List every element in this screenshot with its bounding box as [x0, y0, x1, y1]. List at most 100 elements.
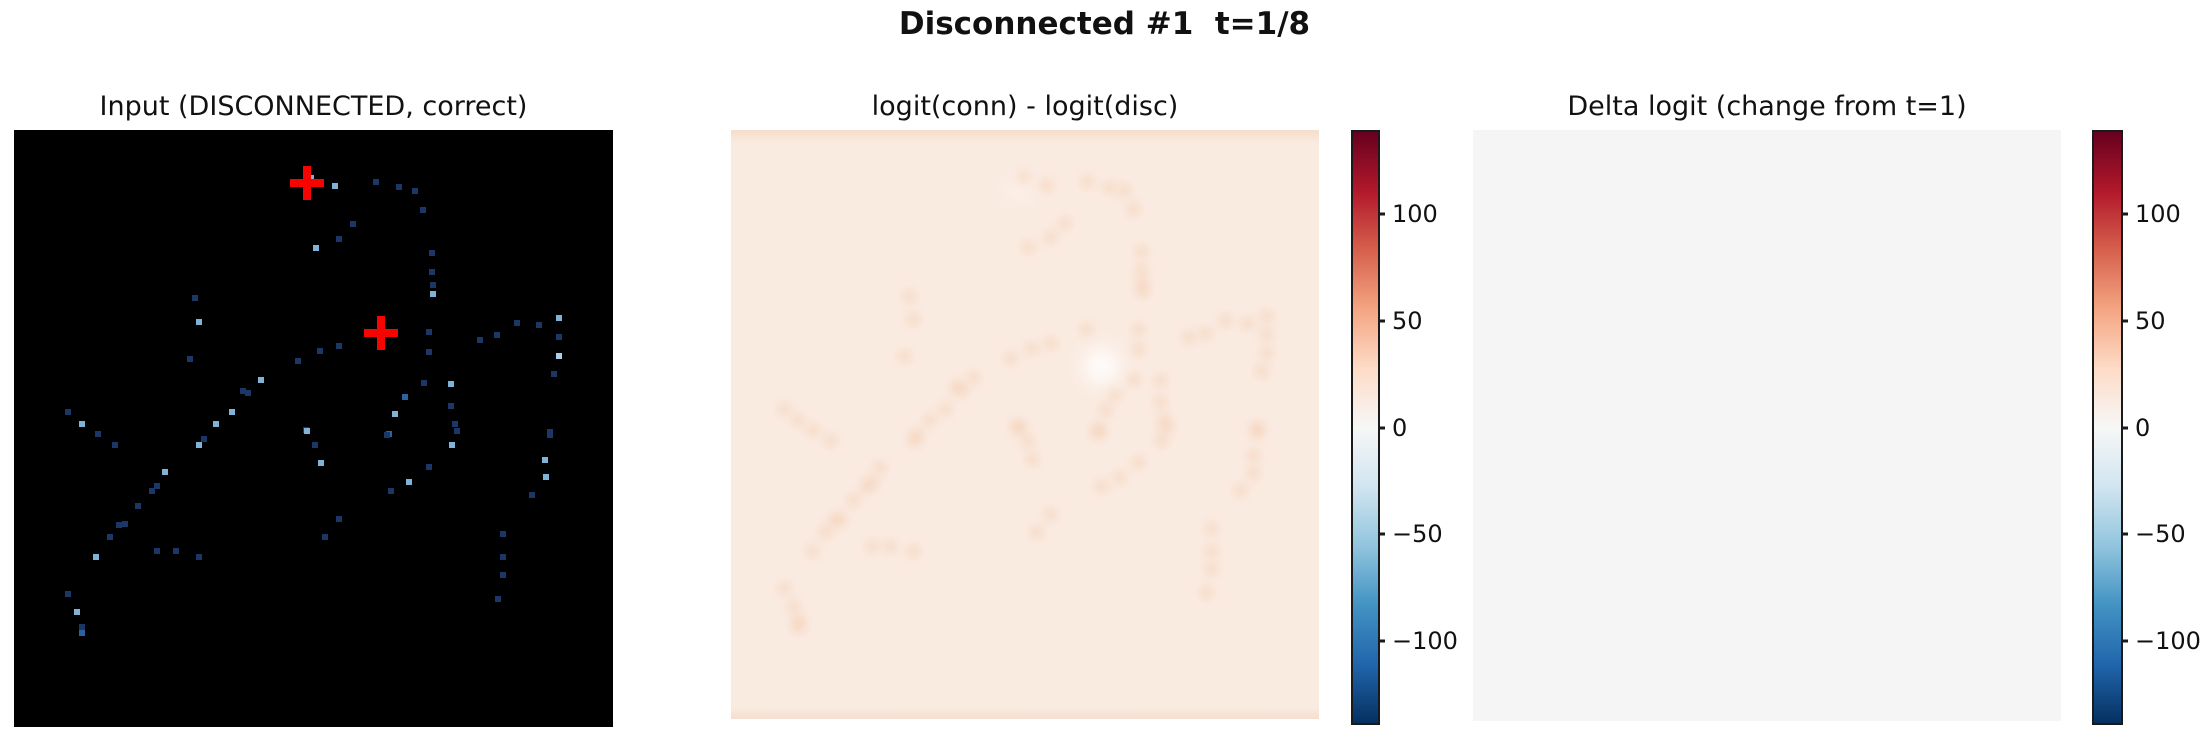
scatter-dot [425, 349, 432, 356]
colorbar-tick-label: −50 [2135, 520, 2186, 549]
heatmap-trace-spot [1045, 232, 1057, 244]
heatmap-trace-spot [1234, 485, 1246, 497]
scatter-dot [161, 469, 168, 476]
scatter-dot [336, 516, 343, 523]
scatter-dot [411, 187, 418, 194]
heatmap-trace-spot [1081, 324, 1093, 336]
heatmap-trace-spot [861, 480, 873, 492]
heatmap-trace-spot [955, 384, 967, 396]
scatter-dot [79, 420, 86, 427]
heatmap-trace-spot [1247, 450, 1259, 462]
scatter-dot [396, 184, 403, 191]
heatmap-trace-spot [1136, 246, 1148, 258]
logit-diff-panel [731, 130, 1319, 719]
heatmap-trace-spot [1183, 331, 1195, 343]
colorbar-tick-mark [1378, 532, 1385, 536]
colorbar-tick-label: 0 [1392, 413, 1408, 442]
heatmap-trace-spot [1081, 176, 1093, 188]
colorbar-tick-label: 100 [2135, 199, 2181, 228]
scatter-dot [542, 474, 549, 481]
heatmap-trace-spot [1128, 374, 1140, 386]
scatter-dot [245, 389, 252, 396]
heatmap-light-spot [1008, 177, 1031, 200]
colorbar-tick-mark [1378, 639, 1385, 643]
scatter-dot [79, 624, 86, 631]
colorbar-tick-label: 50 [1392, 306, 1423, 335]
colorbar-tick-mark [2121, 532, 2128, 536]
heatmap-trace-spot [907, 546, 919, 558]
heatmap-trace-spot [1132, 344, 1144, 356]
scatter-dot [514, 319, 521, 326]
scatter-dot [148, 487, 155, 494]
heatmap-trace-spot [1119, 185, 1131, 197]
heatmap-bottom-edge-shade [731, 707, 1319, 719]
red-plus-marker [289, 165, 324, 200]
scatter-dot [134, 502, 141, 509]
scatter-dot [556, 352, 563, 359]
heatmap-top-edge-shade [731, 130, 1319, 144]
scatter-dot [79, 629, 86, 636]
scatter-dot [420, 379, 427, 386]
heatmap-trace-spot [1161, 421, 1173, 433]
scatter-dot [499, 572, 506, 579]
scatter-dot [321, 534, 328, 541]
heatmap-trace-spot [808, 425, 820, 437]
scatter-dot [429, 269, 436, 276]
scatter-dot [350, 221, 357, 228]
heatmap-trace-spot [820, 526, 832, 538]
heatmap-trace-spot [1058, 218, 1070, 230]
heatmap-trace-spot [1045, 338, 1057, 350]
scatter-dot [303, 428, 310, 435]
scatter-dot [191, 295, 198, 302]
scatter-dot [499, 530, 506, 537]
heatmap-trace-spot [1219, 315, 1231, 327]
scatter-dot [547, 429, 554, 436]
scatter-dot [493, 332, 500, 339]
scatter-dot [556, 315, 563, 322]
heatmap-trace-spot [1155, 435, 1167, 447]
scatter-dot [477, 336, 484, 343]
heatmap-trace-spot [1136, 265, 1148, 277]
scatter-dot [336, 343, 343, 350]
colorbar-tick-label: −100 [2135, 627, 2201, 656]
scatter-dot [551, 371, 558, 378]
colorbar-tick-mark [1378, 426, 1385, 429]
scatter-dot [312, 442, 319, 449]
heatmap-trace-spot [1256, 365, 1268, 377]
colorbar-tick-mark [1378, 319, 1385, 323]
colorbar-tick-label: 50 [2135, 306, 2166, 335]
scatter-dot [401, 394, 408, 401]
heatmap-trace-spot [1205, 546, 1217, 558]
scatter-dot [429, 281, 436, 288]
heatmap-trace-spot [787, 600, 799, 612]
heatmap-trace-spot [1104, 181, 1116, 193]
heatmap-trace-spot [1031, 526, 1043, 538]
heatmap-trace-spot [1201, 587, 1213, 599]
heatmap-trace-spot [866, 476, 878, 488]
heatmap-trace-spot [1241, 317, 1253, 329]
scatter-dot [196, 553, 203, 560]
scatter-dot [106, 534, 113, 541]
heatmap-trace-spot [1127, 203, 1139, 215]
heatmap-trace-spot [940, 403, 952, 415]
scatter-dot [172, 548, 179, 555]
heatmap-trace-spot [968, 371, 980, 383]
scatter-dot [383, 432, 390, 439]
scatter-dot [529, 492, 536, 499]
figure-suptitle: Disconnected #1 t=1/8 [898, 6, 1311, 42]
heatmap-trace-spot [1205, 564, 1217, 576]
heatmap-trace-spot [1133, 457, 1145, 469]
heatmap-trace-spot [1013, 422, 1025, 434]
heatmap-trace-spot [825, 435, 837, 447]
heatmap-trace-spot [903, 291, 915, 303]
heatmap-trace-spot [1252, 423, 1264, 435]
scatter-dot [499, 553, 506, 560]
scatter-dot [121, 521, 128, 528]
scatter-dot [536, 322, 543, 329]
heatmap-trace-spot [1095, 481, 1107, 493]
colorbar-tick-mark [2121, 319, 2128, 323]
delta-logit-panel-title: Delta logit (change from t=1) [1567, 91, 1967, 122]
colorbar-tick-mark [2121, 639, 2128, 643]
scatter-dot [387, 488, 394, 495]
